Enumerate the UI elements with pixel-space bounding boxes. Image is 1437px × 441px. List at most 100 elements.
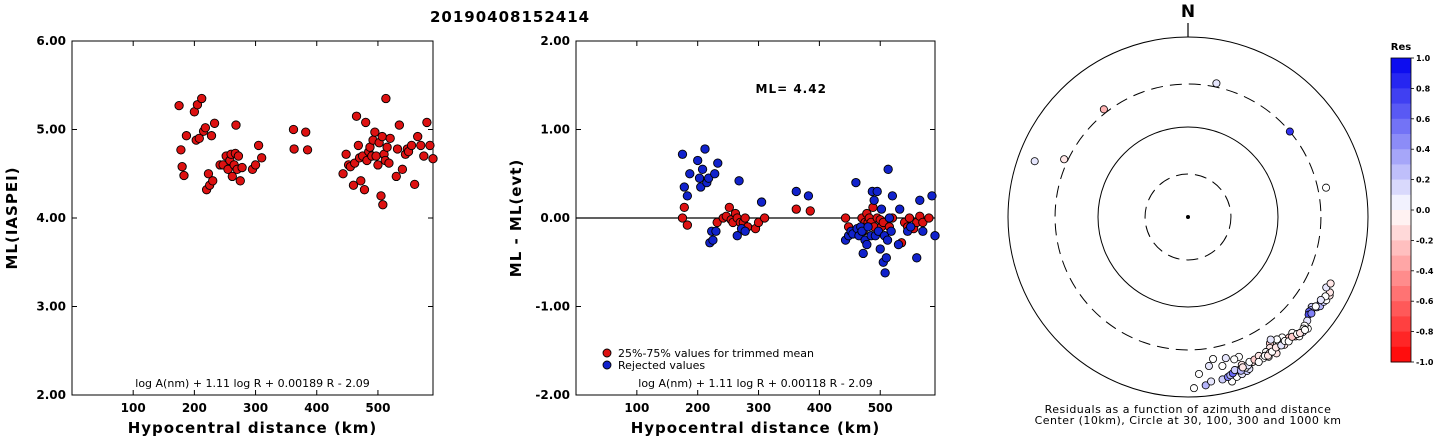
station-marker [1201, 381, 1210, 390]
data-point [208, 176, 218, 186]
circle-100km [1097, 126, 1279, 308]
data-point [289, 144, 299, 154]
x-tick-label: 100 [121, 401, 146, 415]
data-point [356, 176, 366, 186]
residual-colorbar: Res 1.0 0.8 0.6 0.4 0.2 0.0 -0.2 -0.4 -0.6 -0.8 -1.… [1390, 42, 1434, 367]
figure-title: 20190408152414 [430, 8, 591, 26]
data-point [884, 213, 895, 223]
data-point [200, 123, 211, 133]
data-point [876, 204, 887, 214]
data-point [382, 142, 392, 152]
station-marker [1238, 363, 1247, 372]
data-point [206, 131, 217, 141]
data-point [682, 220, 693, 230]
colorbar-band [1391, 73, 1411, 89]
data-point [253, 140, 264, 151]
data-point [805, 206, 815, 216]
data-point [361, 117, 371, 128]
data-point [391, 171, 401, 182]
data-point [887, 191, 898, 201]
data-point [693, 155, 703, 166]
data-point [803, 191, 814, 201]
data-point [851, 177, 861, 188]
colorbar-band [1391, 58, 1411, 74]
y-tick-label: 0.00 [540, 211, 570, 225]
data-point [416, 140, 426, 151]
colorbar-band [1391, 134, 1411, 150]
data-point [197, 93, 207, 104]
data-point [869, 195, 879, 205]
data-point [697, 164, 708, 174]
data-point [409, 179, 420, 190]
data-point [682, 191, 693, 201]
y-tick-label: 3.00 [36, 300, 66, 314]
data-point [371, 151, 381, 161]
station-marker [1300, 325, 1309, 334]
data-point [732, 231, 742, 241]
data-point [924, 213, 934, 223]
data-point [384, 158, 394, 168]
data-point [872, 186, 882, 197]
data-point [708, 235, 718, 245]
data-point [700, 144, 710, 154]
data-point [301, 127, 311, 137]
y-tick-label: 6.00 [36, 34, 66, 48]
colorbar-tick-label: 0.8 [1416, 84, 1431, 93]
data-point [713, 158, 723, 168]
x-tick-label: 100 [624, 401, 649, 415]
data-point [179, 170, 189, 181]
data-point [353, 140, 364, 151]
data-point [840, 213, 851, 223]
data-point [209, 118, 220, 128]
y-tick-label: -1.00 [535, 300, 570, 314]
colorbar-tick-label: -1.0 [1416, 358, 1434, 367]
data-point [882, 235, 893, 245]
data-point [912, 253, 922, 263]
y-tick-label: 4.00 [36, 211, 66, 225]
colorbar-band [1391, 301, 1411, 317]
x-tick-label: 400 [304, 401, 329, 415]
data-point [904, 213, 915, 223]
data-point [338, 169, 348, 179]
colorbar-band [1391, 240, 1411, 257]
data-point [257, 153, 267, 163]
station-marker [1189, 384, 1198, 393]
data-point [875, 244, 885, 254]
data-point [710, 169, 720, 179]
station-marker [1060, 155, 1069, 164]
colorbar-tick-label: -0.4 [1416, 267, 1434, 276]
data-point [373, 160, 383, 170]
data-point [895, 204, 905, 214]
data-point [351, 111, 362, 121]
data-point [927, 191, 937, 201]
data-point [359, 185, 370, 195]
data-point [288, 124, 299, 135]
y-tick-label: 2.00 [540, 34, 570, 48]
data-point [759, 213, 770, 223]
station-marker [1099, 105, 1108, 114]
legend-label: 25%-75% values for trimmed mean [618, 347, 814, 360]
data-point [250, 160, 261, 170]
colorbar-band [1391, 316, 1411, 333]
data-point [791, 186, 801, 197]
colorbar-band [1391, 164, 1411, 181]
data-point [397, 164, 408, 174]
station-marker [1221, 354, 1230, 363]
data-point [694, 173, 705, 183]
data-point [378, 200, 388, 210]
data-point [227, 171, 237, 182]
data-point [406, 140, 417, 151]
north-label: N [1181, 2, 1195, 22]
x-tick-label: 500 [365, 401, 390, 415]
data-point [235, 176, 245, 186]
data-point [419, 151, 429, 161]
colorbar-tick-label: -0.6 [1416, 297, 1434, 306]
station-marker [1209, 354, 1218, 363]
colorbar-tick-label: 0.4 [1416, 145, 1431, 154]
colorbar-band [1391, 103, 1411, 120]
colorbar-tick-label: 0.6 [1416, 115, 1431, 124]
data-point [863, 222, 873, 232]
station-marker [1322, 183, 1331, 192]
data-point [679, 202, 689, 213]
